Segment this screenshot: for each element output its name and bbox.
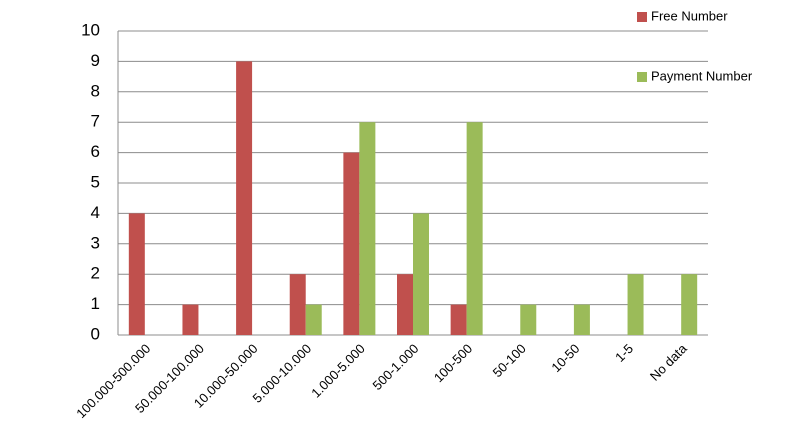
x-tick-label: 1-5 (612, 341, 636, 365)
y-tick-label: 4 (91, 203, 100, 222)
bar (359, 122, 376, 335)
bar (681, 274, 698, 335)
bar (520, 304, 537, 335)
bar (236, 61, 253, 336)
y-tick-label: 6 (91, 142, 100, 161)
x-tick-label: 100-500 (431, 341, 475, 385)
legend-swatch (637, 72, 647, 82)
y-tick-label: 2 (91, 264, 100, 283)
bar (128, 213, 145, 335)
x-tick-label: 50-100 (490, 341, 529, 380)
bar (573, 304, 590, 335)
bar (450, 304, 467, 335)
bar (466, 122, 483, 335)
y-tick-label: 3 (91, 233, 100, 252)
legend-label: Free Number (651, 8, 728, 23)
x-tick-label: 1.000-5.000 (308, 341, 368, 401)
legend-swatch (637, 12, 647, 22)
y-tick-label: 9 (91, 51, 100, 70)
y-tick-label: 0 (91, 324, 100, 343)
x-tick-label: No data (647, 340, 690, 383)
bar (305, 304, 322, 335)
y-tick-label: 1 (91, 294, 100, 313)
bar (627, 274, 644, 335)
bar (413, 213, 429, 335)
bar (182, 304, 199, 335)
y-tick-label: 7 (91, 112, 100, 131)
bar (397, 274, 413, 335)
y-tick-label: 10 (81, 20, 100, 39)
x-tick-label: 500-1.000 (370, 341, 422, 393)
y-tick-label: 8 (91, 81, 100, 100)
bar (289, 274, 306, 335)
y-tick-label: 5 (91, 172, 100, 191)
x-tick-label: 10-50 (548, 341, 582, 375)
legend-label: Payment Number (651, 68, 753, 83)
bar (343, 152, 360, 335)
